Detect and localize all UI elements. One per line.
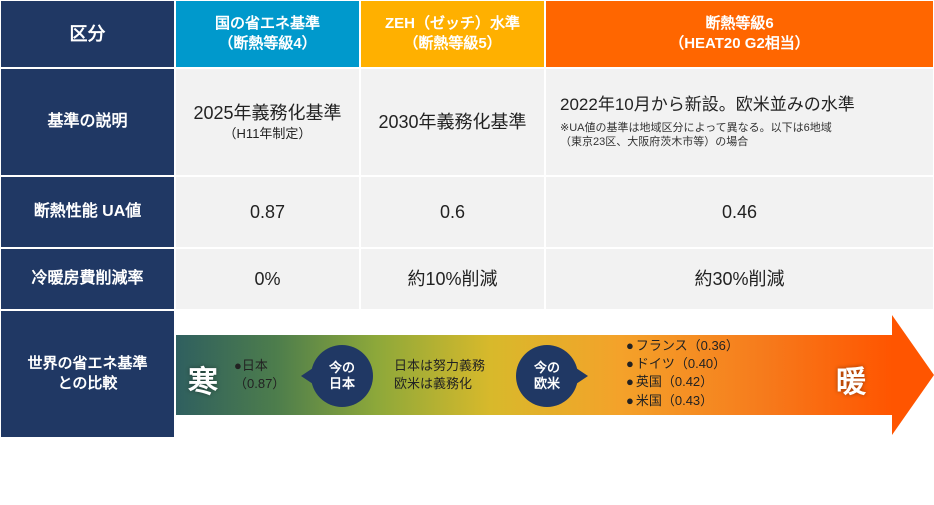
world-arrow-region: 寒 ●日本 （0.87） 今の 日本 日本は努力義務 欧米は義務化	[175, 310, 934, 438]
header-a-line2: （断熱等級4）	[218, 34, 316, 54]
cost-c: 約30%削減	[545, 248, 934, 310]
ua-a-val: 0.87	[250, 200, 285, 224]
cost-b: 約10%削減	[360, 248, 545, 310]
center-note-l2: 欧米は義務化	[394, 375, 485, 393]
header-kubun: 区分	[0, 0, 175, 68]
ua-c: 0.46	[545, 176, 934, 248]
world-label-l1: 世界の省エネ基準	[27, 354, 147, 374]
cost-c-val: 約30%削減	[694, 267, 784, 291]
header-b-line1: ZEH（ゼッチ）水準	[385, 14, 520, 34]
world-row: 世界の省エネ基準 との比較 寒 ●日本 （0.87） 今の 日本	[0, 310, 934, 438]
desc-row: 基準の説明 2025年義務化基準 （H11年制定） 2030年義務化基準 202…	[0, 68, 934, 176]
header-kubun-text: 区分	[70, 22, 106, 46]
header-col-a: 国の省エネ基準 （断熱等級4）	[175, 0, 360, 68]
country-us: 米国（0.43）	[626, 392, 739, 410]
header-c-line1: 断熱等級6	[705, 14, 773, 34]
header-c-line2: （HEAT20 G2相当）	[669, 34, 810, 54]
desc-b-text: 2030年義務化基準	[378, 110, 526, 134]
insulation-standard-table: 区分 国の省エネ基準 （断熱等級4） ZEH（ゼッチ）水準 （断熱等級5） 断熱…	[0, 0, 934, 438]
ua-b: 0.6	[360, 176, 545, 248]
desc-a-line1: 2025年義務化基準	[193, 101, 341, 125]
desc-c-note2: （東京23区、大阪府茨木市等）の場合	[560, 135, 748, 149]
cold-kanji: 寒	[188, 357, 218, 401]
country-list: フランス（0.36） ドイツ（0.40） 英国（0.42） 米国（0.43）	[626, 337, 739, 410]
header-col-b: ZEH（ゼッチ）水準 （断熱等級5）	[360, 0, 545, 68]
world-label-l2: との比較	[58, 374, 118, 394]
ua-c-val: 0.46	[722, 200, 757, 224]
ua-label-text: 断熱性能 UA値	[34, 201, 142, 223]
header-col-c: 断熱等級6 （HEAT20 G2相当）	[545, 0, 934, 68]
ua-a: 0.87	[175, 176, 360, 248]
japan-ua-l1: ●日本	[234, 357, 285, 375]
cost-label-text: 冷暖房費削減率	[31, 268, 143, 290]
desc-a-line2: （H11年制定）	[224, 125, 312, 143]
bubble-japan: 今の 日本	[311, 345, 373, 407]
arrow-overlay: 寒 ●日本 （0.87） 今の 日本 日本は努力義務 欧米は義務化	[176, 335, 892, 415]
header-b-line2: （断熱等級5）	[403, 34, 501, 54]
desc-label: 基準の説明	[0, 68, 175, 176]
desc-c-main: 2022年10月から新設。欧米並みの水準	[560, 94, 855, 117]
world-label: 世界の省エネ基準 との比較	[0, 310, 175, 438]
country-france: フランス（0.36）	[626, 337, 739, 355]
desc-a: 2025年義務化基準 （H11年制定）	[175, 68, 360, 176]
cost-label: 冷暖房費削減率	[0, 248, 175, 310]
gradient-arrow-head	[892, 315, 934, 435]
ua-b-val: 0.6	[440, 200, 465, 224]
country-germany: ドイツ（0.40）	[626, 355, 739, 373]
country-uk: 英国（0.42）	[626, 373, 739, 391]
warm-kanji: 暖	[836, 357, 866, 401]
cost-row: 冷暖房費削減率 0% 約10%削減 約30%削減	[0, 248, 934, 310]
ua-row: 断熱性能 UA値 0.87 0.6 0.46	[0, 176, 934, 248]
bubble-west-l2: 欧米	[534, 376, 560, 392]
cost-a-val: 0%	[254, 267, 280, 291]
header-a-line1: 国の省エネ基準	[215, 14, 320, 34]
desc-b: 2030年義務化基準	[360, 68, 545, 176]
japan-ua-l2: （0.87）	[234, 375, 285, 393]
header-row: 区分 国の省エネ基準 （断熱等級4） ZEH（ゼッチ）水準 （断熱等級5） 断熱…	[0, 0, 934, 68]
center-note-l1: 日本は努力義務	[394, 357, 485, 375]
cost-a: 0%	[175, 248, 360, 310]
japan-ua: ●日本 （0.87）	[234, 357, 285, 392]
desc-c-note1: ※UA値の基準は地域区分によって異なる。以下は6地域	[560, 121, 832, 135]
center-note: 日本は努力義務 欧米は義務化	[394, 357, 485, 392]
bubble-west-l1: 今の	[534, 360, 560, 376]
bubble-japan-l1: 今の	[329, 360, 355, 376]
desc-c: 2022年10月から新設。欧米並みの水準 ※UA値の基準は地域区分によって異なる…	[545, 68, 934, 176]
ua-label: 断熱性能 UA値	[0, 176, 175, 248]
bubble-west: 今の 欧米	[516, 345, 578, 407]
cost-b-val: 約10%削減	[407, 267, 497, 291]
bubble-japan-l2: 日本	[329, 376, 355, 392]
desc-label-text: 基準の説明	[47, 111, 127, 133]
